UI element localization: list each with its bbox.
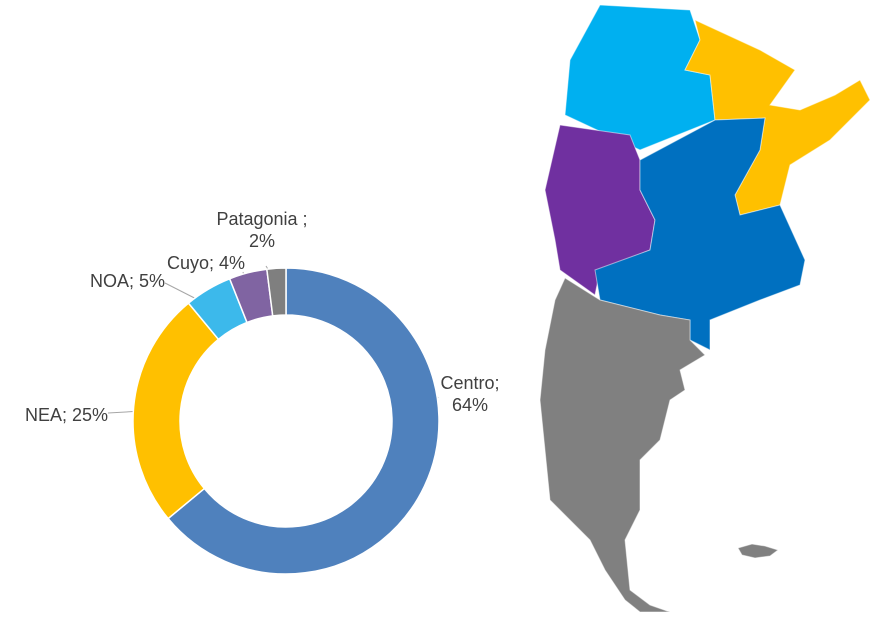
map-nea <box>684 19 871 216</box>
donut-slice <box>167 267 440 575</box>
data-label: NEA; 25% <box>24 405 108 425</box>
data-label: Centro; 64% <box>440 373 500 415</box>
map-noa <box>564 4 716 151</box>
donut-slice <box>265 267 287 317</box>
data-label: Patagonia ; 2% <box>216 209 308 251</box>
map-islands <box>737 543 780 559</box>
map <box>539 4 871 613</box>
data-label: Cuyo; 4% <box>166 253 245 273</box>
data-label: NOA; 5% <box>89 271 165 291</box>
donut-slice <box>132 302 220 520</box>
map-centro <box>594 117 806 351</box>
map-patagonia <box>539 277 706 613</box>
